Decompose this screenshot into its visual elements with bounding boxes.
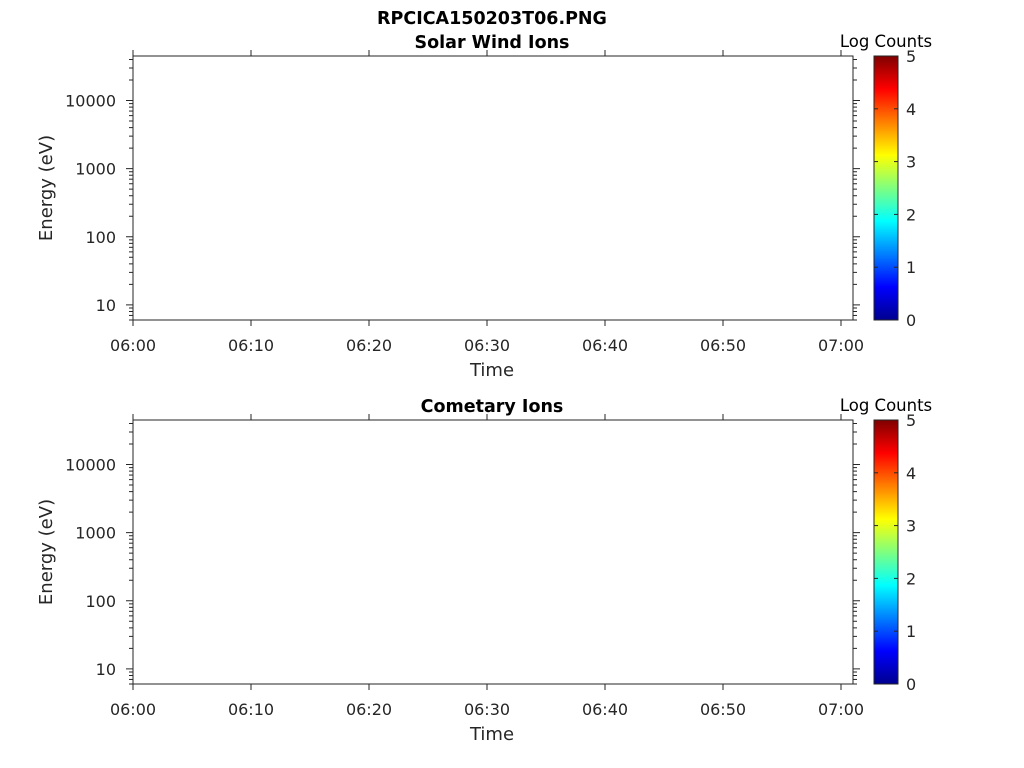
x-tick-label: 06:30	[464, 336, 510, 355]
panel-title: Solar Wind Ions	[415, 33, 570, 53]
x-tick-label: 06:30	[464, 700, 510, 719]
y-tick-label: 100	[85, 592, 116, 611]
x-tick-label: 06:20	[346, 336, 392, 355]
x-axis-label: Time	[469, 724, 514, 745]
colorbar-label: Log Counts	[840, 32, 932, 51]
y-axis-label: Energy (eV)	[36, 135, 57, 241]
plot-frame	[132, 419, 854, 685]
y-tick-label: 1000	[75, 160, 116, 179]
colorbar-tick-label: 2	[906, 569, 916, 588]
colorbar-tick-label: 1	[906, 622, 916, 641]
y-axis: 10 100 1000 10000	[65, 58, 860, 321]
colorbar-gradient	[873, 55, 899, 321]
y-tick-label: 10000	[65, 456, 116, 475]
x-tick-label: 06:10	[228, 336, 274, 355]
x-tick-label: 06:50	[700, 700, 746, 719]
y-axis-label: Energy (eV)	[36, 499, 57, 605]
x-tick-label: 07:00	[818, 700, 864, 719]
y-tick-label: 10000	[65, 92, 116, 111]
x-tick-label: 06:10	[228, 700, 274, 719]
x-tick-label: 06:20	[346, 700, 392, 719]
colorbar-tick-label: 4	[906, 464, 916, 483]
colorbar-tick-label: 5	[906, 47, 916, 66]
colorbar-tick-label: 5	[906, 411, 916, 430]
y-tick-label: 10	[96, 660, 116, 679]
y-tick-label: 100	[85, 228, 116, 247]
plot-frame	[132, 55, 854, 321]
colorbar-tick-label: 0	[906, 675, 916, 694]
x-tick-label: 06:00	[110, 700, 156, 719]
colorbar-label: Log Counts	[840, 396, 932, 415]
colorbar-tick-label: 2	[906, 205, 916, 224]
x-tick-label: 07:00	[818, 336, 864, 355]
y-axis: 10 100 1000 10000	[65, 422, 860, 685]
colorbar-tick-label: 0	[906, 311, 916, 330]
colorbar-tick-label: 1	[906, 258, 916, 277]
y-tick-label: 1000	[75, 524, 116, 543]
colorbar-tick-label: 3	[906, 153, 916, 172]
x-axis: 06:00 06:10 06:20 06:30 06:40 06:50 07:00	[110, 50, 864, 355]
y-tick-label: 10	[96, 296, 116, 315]
colorbar-tick-label: 4	[906, 100, 916, 119]
x-tick-label: 06:40	[582, 700, 628, 719]
x-axis-label: Time	[469, 360, 514, 381]
colorbar-gradient	[873, 419, 899, 685]
colorbar-tick-label: 3	[906, 517, 916, 536]
x-axis: 06:00 06:10 06:20 06:30 06:40 06:50 07:00	[110, 414, 864, 719]
figure-title: RPCICA150203T06.PNG	[377, 9, 607, 29]
x-tick-label: 06:40	[582, 336, 628, 355]
x-tick-label: 06:50	[700, 336, 746, 355]
panel-title: Cometary Ions	[421, 397, 564, 417]
x-tick-label: 06:00	[110, 336, 156, 355]
